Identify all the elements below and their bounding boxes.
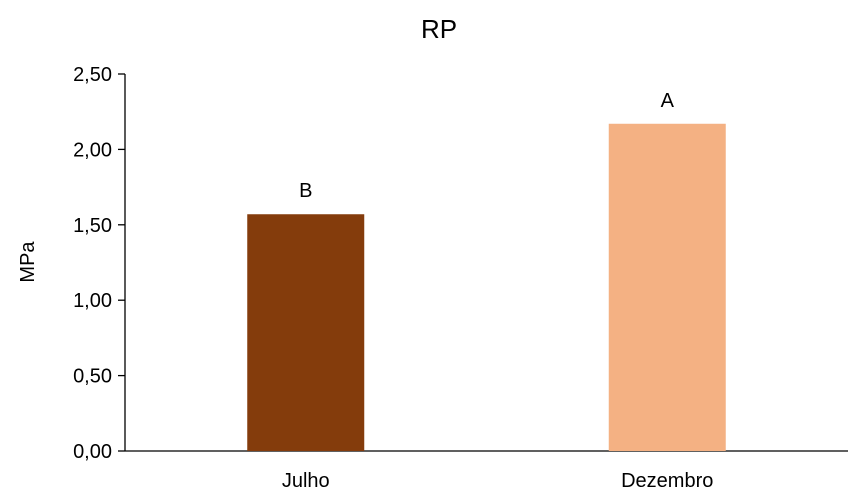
y-tick-label: 1,50 <box>73 215 112 237</box>
bar-data-label: A <box>661 90 675 112</box>
bar-data-label: B <box>299 180 312 202</box>
y-tick-label: 0,00 <box>73 441 112 463</box>
bar-julho <box>247 214 365 451</box>
x-tick-label: Dezembro <box>621 470 713 492</box>
y-tick-label: 1,00 <box>73 290 112 312</box>
bar-dezembro <box>608 123 726 451</box>
y-axis-label: MPa <box>17 241 39 283</box>
plot-area: 0,00 0,50 1,00 1,50 2,00 2,50 B Julho A Dezembro <box>73 64 848 492</box>
chart-title: RP <box>421 14 457 44</box>
y-tick-label: 0,50 <box>73 366 112 388</box>
y-tick-label: 2,00 <box>73 139 112 161</box>
x-tick-label: Julho <box>282 470 330 492</box>
y-tick-label: 2,50 <box>73 64 112 86</box>
